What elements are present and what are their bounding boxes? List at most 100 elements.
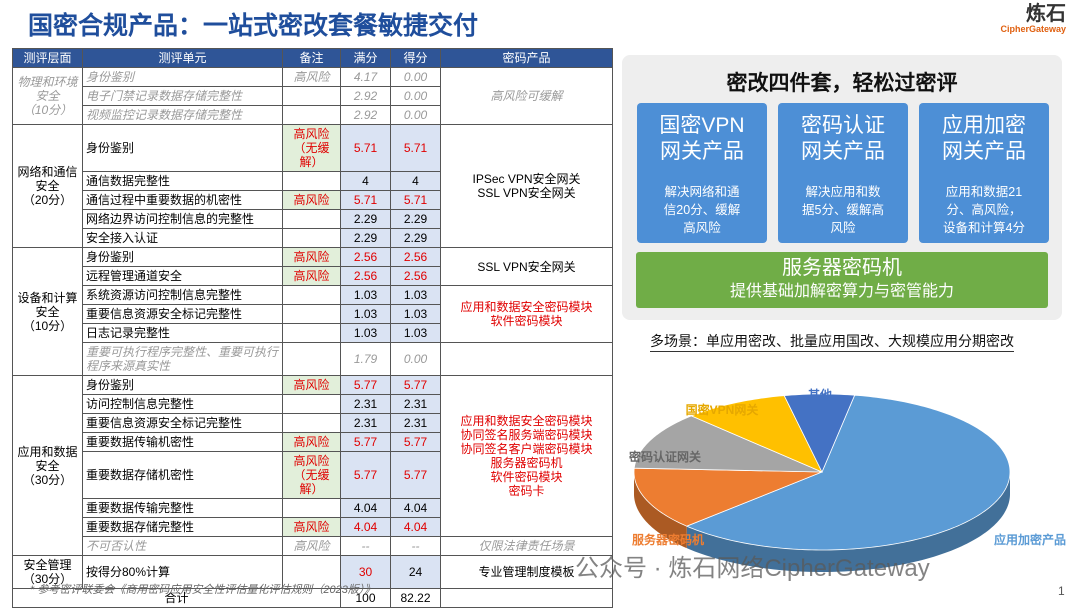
column-header: 密码产品 xyxy=(440,48,613,68)
header-row: 测评层面 测评单元 备注 满分 得分 密码产品 xyxy=(12,48,613,68)
table-row: 重要数据存储机密性 高风险 （无缓解） 5.77 5.77 xyxy=(13,451,613,499)
score-cell: 24 xyxy=(390,555,441,589)
total-full: 100 xyxy=(340,588,391,608)
pie-slice xyxy=(690,395,823,473)
product-panel: 密改四件套，轻松过密评 服务器密码机 提供基础加解密算力与密管能力 国密VPN … xyxy=(622,55,1062,320)
note-cell xyxy=(282,105,341,125)
table-row: 物理和环境 安全 （10分） 身份鉴别 高风险 4.17 0.00 高风险可缓解 xyxy=(12,67,613,125)
note-cell xyxy=(282,171,341,191)
note-cell: 高风险 xyxy=(282,517,341,537)
score-cell: 2.29 xyxy=(390,209,441,229)
full-score-cell: 4 xyxy=(340,171,391,191)
table-row: 通信过程中重要数据的机密性 高风险 5.71 5.71 xyxy=(13,190,613,210)
table-row: 视频监控记录数据存储完整性 2.92 0.00 xyxy=(13,105,613,125)
unit-cell: 通信过程中重要数据的机密性 xyxy=(82,190,283,210)
full-score-cell: 4.04 xyxy=(340,517,391,537)
unit-cell: 远程管理通道安全 xyxy=(82,266,283,286)
pie-slice xyxy=(633,467,823,527)
product-card: 密码认证 网关产品 解决应用和数 据5分、缓解高 风险 xyxy=(778,103,908,243)
unit-cell: 重要信息资源安全标记完整性 xyxy=(82,413,283,433)
score-cell: 5.77 xyxy=(390,375,441,395)
note-cell xyxy=(282,285,341,305)
card-title: 国密VPN 网关产品 xyxy=(659,114,745,163)
unit-cell: 重要数据存储机密性 xyxy=(82,451,283,499)
product-cell: IPSec VPN安全网关 SSL VPN安全网关 xyxy=(440,124,613,248)
pie-slice xyxy=(783,393,856,473)
logo-subtext: CipherGateway xyxy=(1000,24,1066,34)
product-card: 应用加密 网关产品 应用和数据21 分、高风险， 设备和计算4分 xyxy=(919,103,1049,243)
score-cell: 4.04 xyxy=(390,498,441,518)
server-box: 服务器密码机 提供基础加解密算力与密管能力 xyxy=(636,252,1048,308)
unit-cell: 重要数据传输完整性 xyxy=(82,498,283,518)
card-desc: 解决应用和数 据5分、缓解高 风险 xyxy=(802,185,884,235)
score-cell: 5.77 xyxy=(390,451,441,499)
table-row: 访问控制信息完整性 2.31 2.31 xyxy=(13,394,613,414)
note-cell: 高风险 xyxy=(282,67,341,87)
score-table: 测评层面 测评单元 备注 满分 得分 密码产品 物理和环境 安全 （10分） 身份鉴别 高风险 4… xyxy=(12,48,613,608)
full-score-cell: 5.77 xyxy=(340,451,391,499)
note-cell: 高风险 xyxy=(282,190,341,210)
note-cell xyxy=(282,394,341,414)
score-cell: 2.29 xyxy=(390,228,441,248)
note-cell xyxy=(282,413,341,433)
full-score-cell: 4.04 xyxy=(340,498,391,518)
score-cell: 4 xyxy=(390,171,441,191)
score-cell: 2.31 xyxy=(390,413,441,433)
note-cell xyxy=(282,498,341,518)
unit-cell: 日志记录完整性 xyxy=(82,323,283,343)
product-cell: SSL VPN安全网关 xyxy=(440,247,613,286)
table-row: 网络边界访问控制信息的完整性 2.29 2.29 xyxy=(13,209,613,229)
card-desc: 解决网络和通 信20分、缓解 高风险 xyxy=(663,185,741,235)
server-title: 服务器密码机 xyxy=(782,257,902,279)
column-header: 得分 xyxy=(390,48,441,68)
page-number: 1 xyxy=(1058,584,1065,598)
score-cell: 0.00 xyxy=(390,105,441,125)
score-cell: -- xyxy=(390,536,441,556)
column-header: 满分 xyxy=(340,48,391,68)
full-score-cell: 2.29 xyxy=(340,228,391,248)
full-score-cell: 2.56 xyxy=(340,266,391,286)
full-score-cell: 1.79 xyxy=(340,342,391,376)
layer-cell: 网络和通信 安全 （20分） xyxy=(12,124,83,248)
table-row: 应用和数据 安全 （30分） 身份鉴别 高风险 5.77 5.77 应用和数据安全密码模块… xyxy=(12,375,613,556)
unit-cell: 身份鉴别 xyxy=(82,67,283,87)
unit-cell: 身份鉴别 xyxy=(82,247,283,267)
unit-cell: 通信数据完整性 xyxy=(82,171,283,191)
product-cell: 专业管理制度模板 xyxy=(440,555,613,589)
full-score-cell: 5.77 xyxy=(340,432,391,452)
note-cell: 高风险 xyxy=(282,375,341,395)
score-cell: 0.00 xyxy=(390,86,441,106)
table-row: 重要数据传输完整性 4.04 4.04 xyxy=(13,498,613,518)
unit-cell: 身份鉴别 xyxy=(82,124,283,172)
table-row: 远程管理通道安全 高风险 2.56 2.56 xyxy=(13,266,613,286)
panel-title: 密改四件套，轻松过密评 xyxy=(726,72,958,95)
watermark: 公众号 · 炼石网络CipherGateway xyxy=(575,555,930,582)
empty-cell xyxy=(440,588,613,608)
layer-cell: 应用和数据 安全 （30分） xyxy=(12,375,83,556)
table-row: 重要信息资源安全标记完整性 1.03 1.03 xyxy=(13,304,613,324)
note-cell xyxy=(282,86,341,106)
table-row: 不可否认性 高风险 -- -- 仅限法律责任场景 xyxy=(13,536,613,556)
product-cell: 应用和数据安全密码模块 软件密码模块 xyxy=(440,285,613,343)
table-row: 重要数据传输机密性 高风险 5.77 5.77 xyxy=(13,432,613,452)
note-cell: 高风险 xyxy=(282,536,341,556)
note-cell: 高风险 xyxy=(282,247,341,267)
unit-cell: 身份鉴别 xyxy=(82,375,283,395)
table-row: 安全接入认证 2.29 2.29 xyxy=(13,228,613,248)
score-cell: 2.56 xyxy=(390,247,441,267)
card-title: 密码认证 网关产品 xyxy=(801,114,885,163)
product-cell xyxy=(440,342,613,376)
table-row: 设备和计算 安全 （10分） 身份鉴别 高风险 2.56 2.56 SSL VPN安全网关 xyxy=(12,247,613,376)
product-cell: 应用和数据安全密码模块 协同签名服务端密码模块 协同签名客户端密码模块 服务器密… xyxy=(440,375,613,537)
note-cell xyxy=(282,228,341,248)
unit-cell: 访问控制信息完整性 xyxy=(82,394,283,414)
scenarios: 多场景：单应用密改、批量应用国改、大规模应用分期密改 xyxy=(650,331,1014,352)
note-cell: 高风险 xyxy=(282,266,341,286)
product-cell: 仅限法律责任场景 xyxy=(440,536,613,556)
note-cell xyxy=(282,323,341,343)
unit-cell: 重要数据传输机密性 xyxy=(82,432,283,452)
note-cell: 高风险 （无缓解） xyxy=(282,124,341,172)
note-cell: 高风险 xyxy=(282,432,341,452)
